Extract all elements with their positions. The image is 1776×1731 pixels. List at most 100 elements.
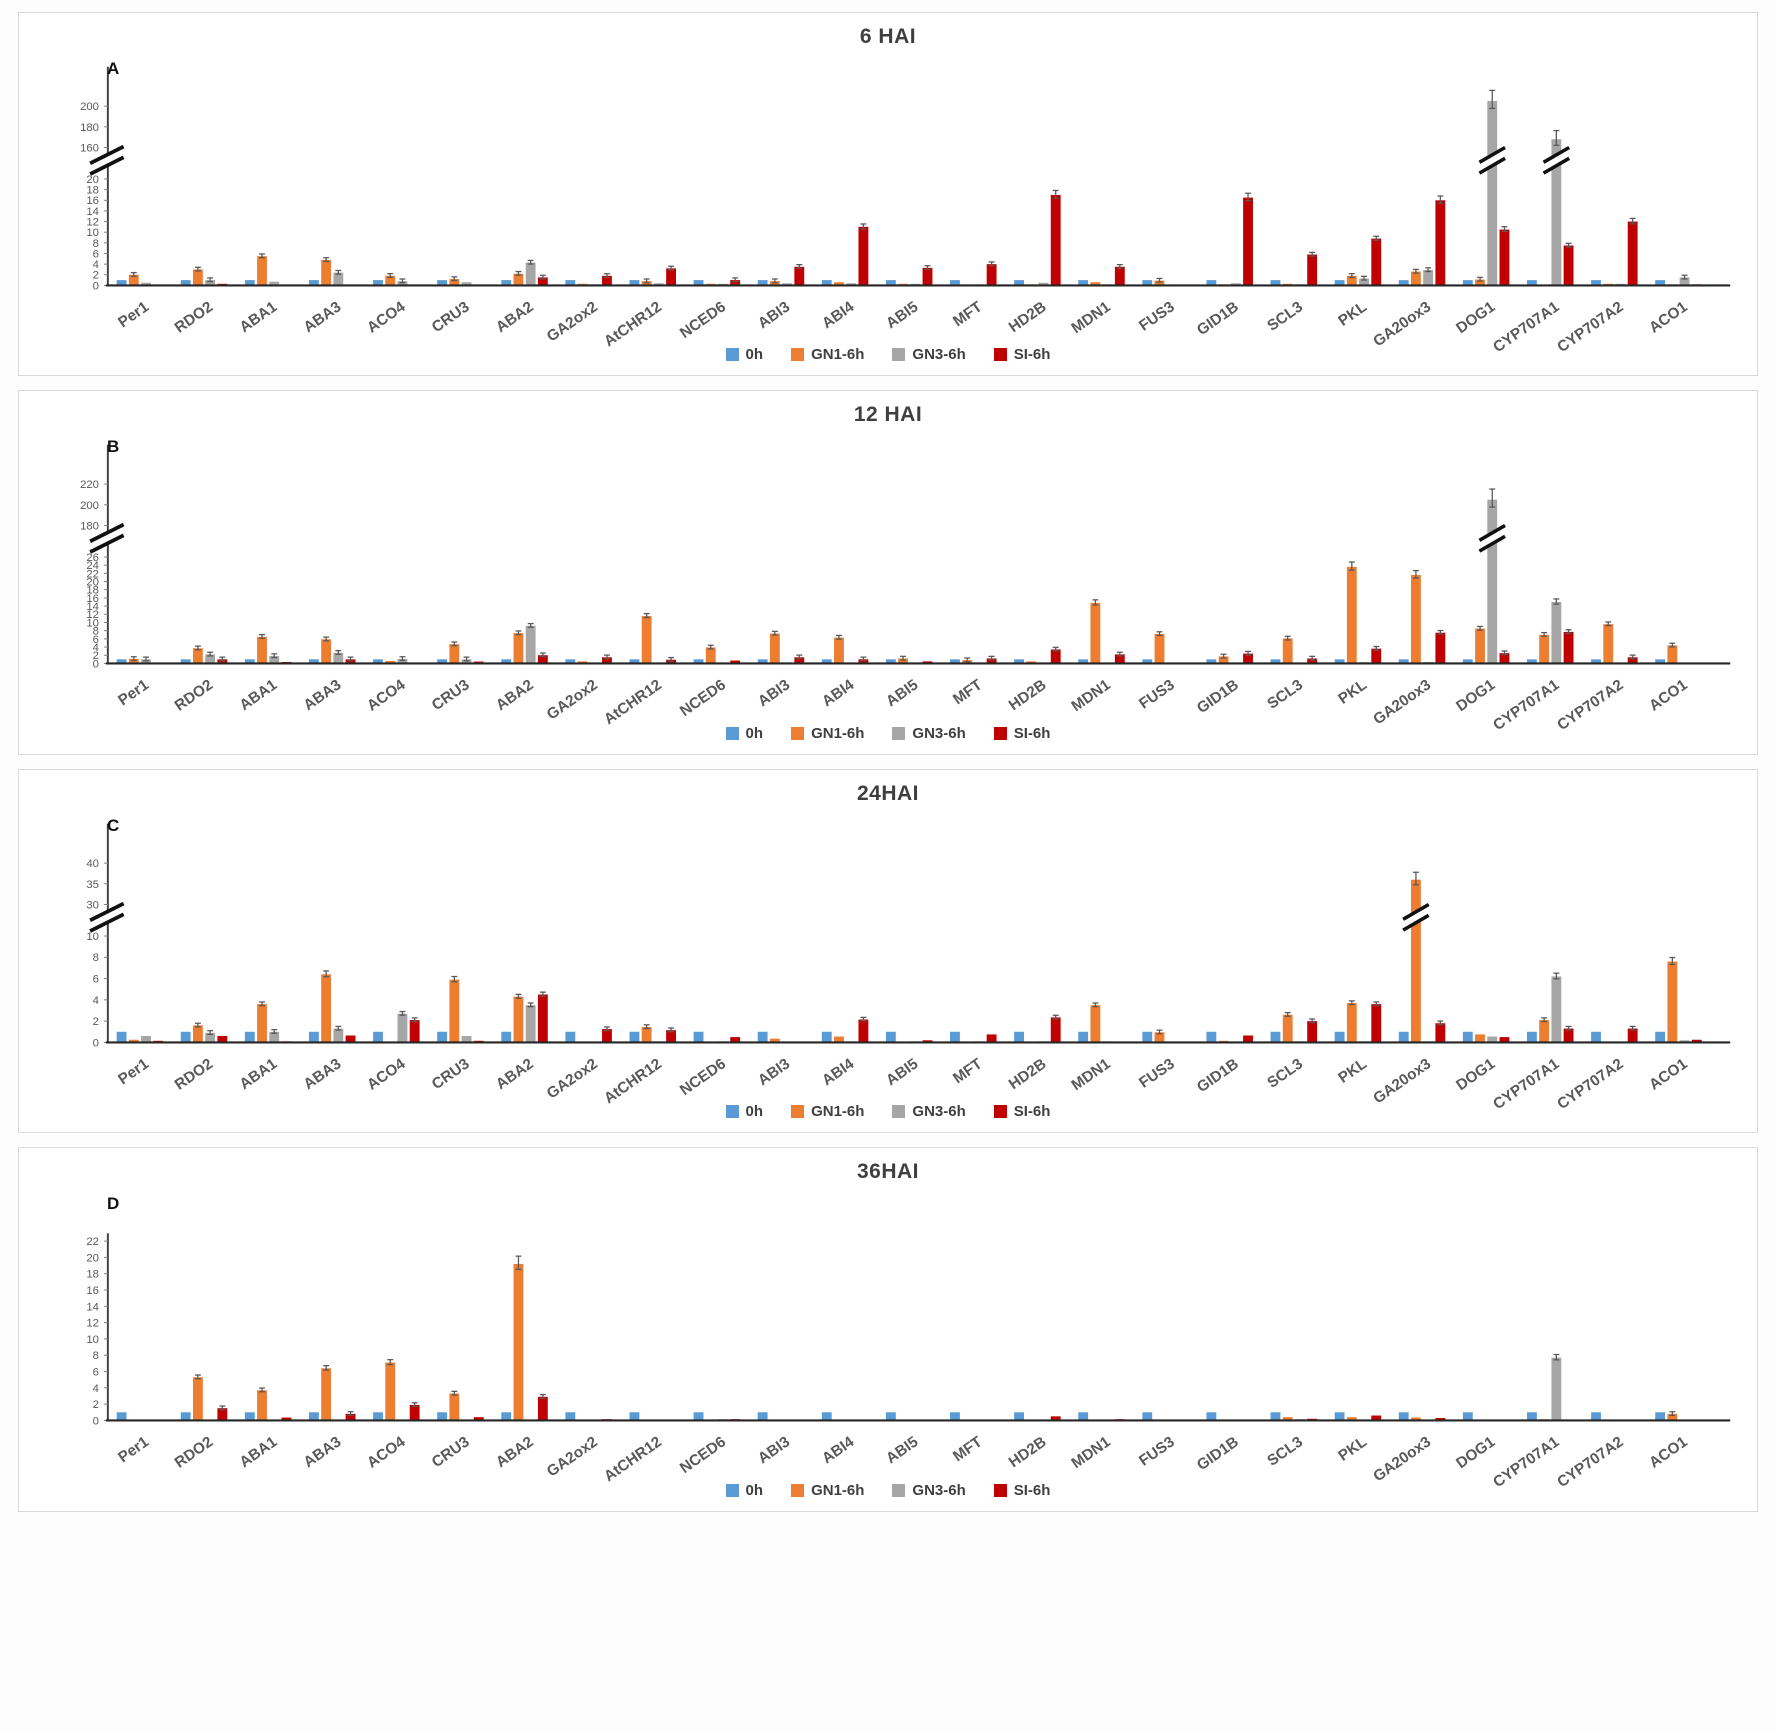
category-label: CYP707A2 <box>1554 1434 1626 1488</box>
y-tick-label: 18 <box>86 585 99 597</box>
bar <box>1270 1412 1281 1421</box>
bar <box>1371 238 1382 286</box>
category-label: CYP707A1 <box>1490 1055 1563 1109</box>
bar <box>385 275 396 286</box>
bar <box>217 1035 228 1043</box>
legend-item: GN3-6h <box>892 1103 966 1120</box>
category-label: PKL <box>1335 1434 1370 1465</box>
panel-letter: A <box>107 59 120 78</box>
y-tick-label: 0 <box>93 280 99 292</box>
bar <box>180 1031 191 1043</box>
category-label: ACO4 <box>364 298 409 337</box>
bar <box>244 280 255 286</box>
bar <box>1435 200 1446 286</box>
bar <box>1398 1412 1409 1421</box>
bar <box>449 1393 460 1421</box>
bar <box>525 262 536 286</box>
bar <box>602 275 612 286</box>
bar <box>834 638 844 664</box>
bar <box>192 1377 203 1421</box>
category-label: ABI3 <box>755 1434 793 1468</box>
bar <box>1526 1031 1537 1043</box>
bar <box>1627 221 1638 286</box>
category-label: HD2B <box>1006 1434 1050 1472</box>
bar <box>269 281 280 286</box>
bar <box>1410 1417 1421 1421</box>
bar <box>345 1414 356 1421</box>
legend-swatch <box>791 348 805 362</box>
bar <box>1591 659 1601 664</box>
bar <box>666 268 677 286</box>
bar <box>180 1412 191 1421</box>
y-tick-label: 12 <box>86 1318 99 1330</box>
y-tick-label: 16 <box>86 1285 99 1297</box>
bar <box>1114 266 1125 286</box>
y-tick-label: 12 <box>86 217 99 229</box>
category-label: Per1 <box>115 676 152 709</box>
category-label: AtCHR12 <box>601 1055 665 1107</box>
bar <box>1014 1031 1024 1043</box>
y-tick-label: 24 <box>86 561 99 573</box>
bar <box>1679 277 1690 286</box>
category-label: ABI5 <box>883 298 922 332</box>
bar <box>1154 1032 1165 1043</box>
bar <box>449 979 460 1043</box>
bar <box>1691 1039 1702 1043</box>
bar <box>437 280 448 286</box>
bar <box>1114 654 1125 664</box>
bar <box>1435 1023 1446 1043</box>
bar <box>1539 635 1550 664</box>
category-label: ABA2 <box>493 298 537 336</box>
y-tick-label: 10 <box>86 1334 99 1346</box>
bar <box>461 282 472 286</box>
bar <box>333 653 344 664</box>
legend-item: GN3-6h <box>892 346 966 363</box>
bar <box>1487 100 1498 286</box>
bar <box>757 1031 768 1043</box>
bar <box>373 1412 383 1421</box>
legend-swatch <box>993 1105 1007 1119</box>
bar <box>1499 229 1510 286</box>
category-label: FUS3 <box>1136 298 1178 334</box>
y-tick-label: 2 <box>93 1016 99 1028</box>
category-label: GA20ox3 <box>1370 677 1434 729</box>
bar <box>1142 280 1153 286</box>
bar <box>321 259 332 286</box>
bar <box>269 656 280 664</box>
category-label: ABI4 <box>819 1055 858 1089</box>
category-label: MFT <box>950 1055 986 1087</box>
panel-title: 12 HAI <box>853 403 923 427</box>
category-label: DOG1 <box>1453 676 1499 715</box>
bar <box>525 1004 536 1043</box>
category-label: ABI4 <box>819 1433 858 1467</box>
legend-item: 0h <box>725 1103 763 1120</box>
legend-label: SI-6h <box>1013 1481 1051 1499</box>
bar <box>128 1039 139 1043</box>
bar <box>1655 1031 1666 1043</box>
bar <box>437 1412 448 1421</box>
bar <box>244 1031 255 1043</box>
bar <box>1078 280 1089 286</box>
bar <box>1206 1031 1217 1043</box>
bar <box>192 269 203 286</box>
category-label: CYP707A1 <box>1490 676 1563 730</box>
bar-break-mark <box>1402 913 1430 932</box>
legend-swatch <box>725 1105 739 1119</box>
y-tick-label: 16 <box>86 593 99 605</box>
category-label: Per1 <box>115 298 152 331</box>
bar <box>565 1031 576 1043</box>
category-label: GA20ox3 <box>1370 1434 1434 1486</box>
y-tick-label: 4 <box>93 1383 99 1395</box>
category-label: ABI3 <box>755 677 793 711</box>
bar <box>205 1032 216 1043</box>
legend-swatch <box>993 348 1007 362</box>
bar <box>1282 1417 1293 1421</box>
bar <box>116 659 127 664</box>
bar <box>1206 280 1217 286</box>
bar-break-mark <box>1478 535 1506 554</box>
category-label: DOG1 <box>1453 1055 1499 1094</box>
bar-break-mark <box>1542 145 1571 164</box>
bar <box>834 1036 844 1043</box>
bar <box>1014 280 1024 286</box>
bar <box>1218 656 1229 664</box>
